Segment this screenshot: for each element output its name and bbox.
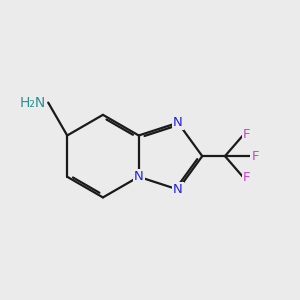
Text: N: N: [173, 183, 183, 196]
Text: N: N: [173, 116, 183, 129]
Text: N: N: [134, 170, 144, 183]
Text: F: F: [243, 128, 250, 141]
Text: F: F: [243, 171, 250, 184]
Text: H₂N: H₂N: [20, 96, 46, 110]
Text: F: F: [251, 150, 259, 163]
